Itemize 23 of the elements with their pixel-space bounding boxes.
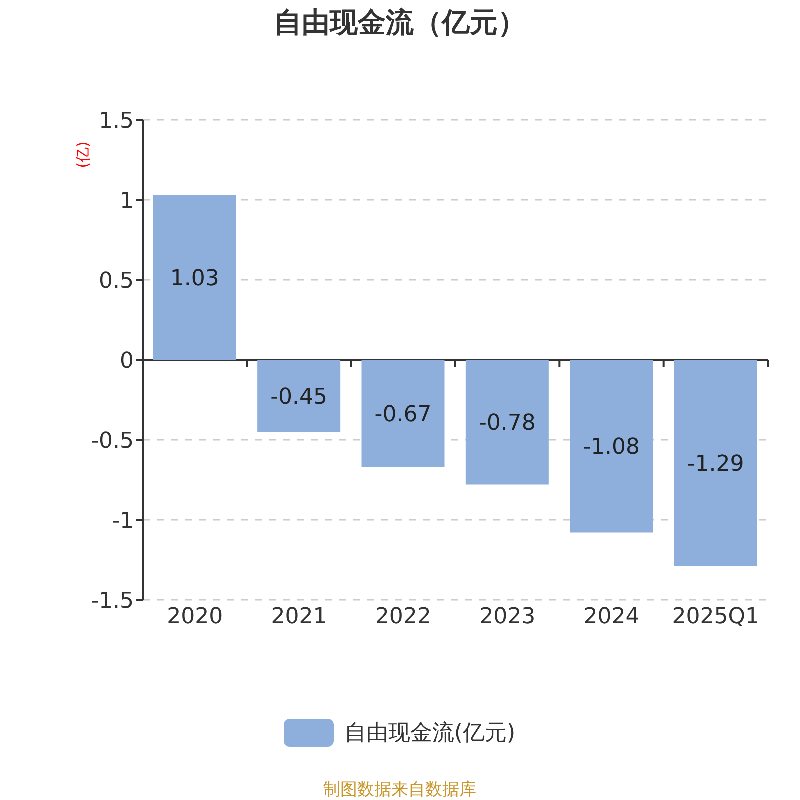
- y-tick-label: -1.5: [91, 588, 134, 614]
- legend-label: 自由现金流(亿元): [344, 720, 516, 748]
- y-tick-label: -1: [112, 508, 134, 534]
- text: 制图数据来自数据库: [322, 779, 478, 800]
- x-tick-label: 2020: [167, 604, 224, 630]
- data-label: -0.45: [270, 384, 328, 410]
- x-tick-label: 2022: [375, 604, 432, 630]
- y-axis-title: (亿): [74, 142, 92, 168]
- data-label: -1.29: [687, 452, 744, 478]
- data-label: -0.78: [478, 411, 536, 436]
- x-tick-label: 2021: [271, 604, 328, 630]
- y-tick-label: -0.5: [91, 428, 134, 454]
- x-tick-label: 2023: [480, 604, 536, 630]
- y-tick-label: 0: [120, 348, 134, 374]
- data-label: -0.67: [374, 402, 432, 428]
- data-label: -1.08: [583, 435, 640, 460]
- x-tick-label: 2025Q1: [672, 604, 760, 630]
- data-label: 1.03: [170, 266, 220, 292]
- y-tick-label: 1: [120, 188, 134, 214]
- y-tick-label: 1.5: [99, 108, 134, 134]
- y-tick-label: 0.5: [99, 268, 134, 294]
- x-tick-label: 2024: [584, 604, 640, 630]
- chart-title: 自由现金流（亿元）: [273, 5, 527, 41]
